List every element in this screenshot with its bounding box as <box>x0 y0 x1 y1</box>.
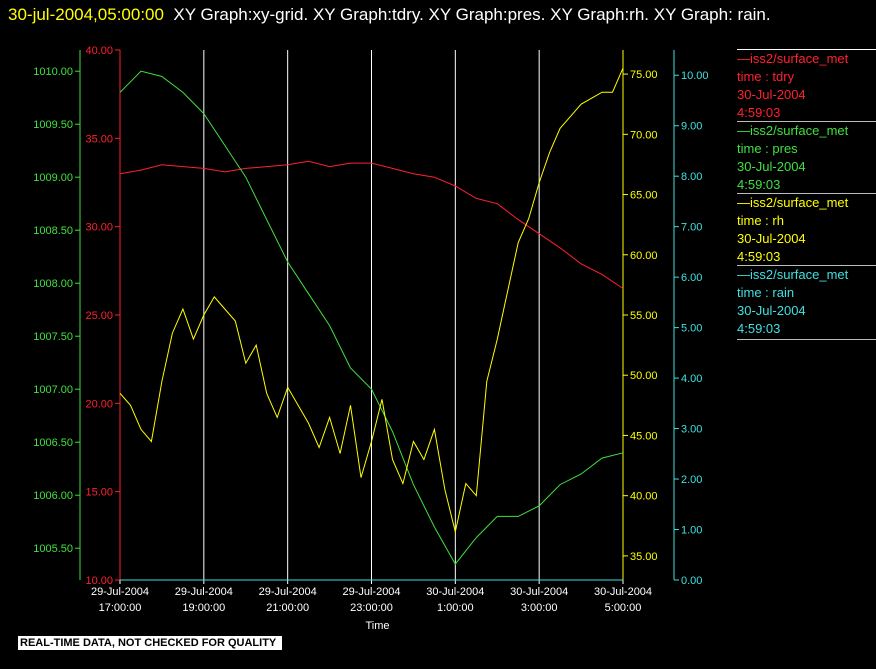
x-axis-title: Time <box>365 620 389 632</box>
legend-date: 30-Jul-2004 <box>737 159 806 174</box>
rain-tick-label: 5.00 <box>681 323 702 335</box>
quality-note: REAL-TIME DATA, NOT CHECKED FOR QUALITY <box>18 636 283 650</box>
rain-tick-label: 0.00 <box>681 575 702 587</box>
tdry-tick-label: 25.00 <box>85 310 113 322</box>
x-tick-label-time: 23:00:00 <box>350 602 393 614</box>
tdry-tick-label: 40.00 <box>85 45 113 57</box>
rh-tick-label: 45.00 <box>630 430 658 442</box>
series-pres-line <box>119 70 624 565</box>
x-tick-label-time: 3:00:00 <box>521 602 558 614</box>
legend-divider <box>737 339 876 340</box>
legend-label: time : pres <box>737 141 798 156</box>
rh-tick-label: 60.00 <box>630 250 658 262</box>
pres-tick-label: 1006.50 <box>33 437 73 449</box>
legend-divider <box>737 49 876 50</box>
legend-date: 30-Jul-2004 <box>737 87 806 102</box>
tdry-tick-label: 10.00 <box>85 575 113 587</box>
tdry-tick-label: 30.00 <box>85 222 113 234</box>
rain-tick-label: 9.00 <box>681 121 702 133</box>
tdry-tick-label: 35.00 <box>85 133 113 145</box>
legend-divider <box>737 121 876 122</box>
rain-tick-label: 7.00 <box>681 222 702 234</box>
header-graph-titles: XY Graph:xy-grid. XY Graph:tdry. XY Grap… <box>173 5 771 24</box>
rain-tick-label: 8.00 <box>681 171 702 183</box>
pres-tick-label: 1007.50 <box>33 331 73 343</box>
pres-tick-label: 1009.00 <box>33 172 73 184</box>
series-tdry-line <box>119 160 624 289</box>
x-tick-label-date: 29-Jul-2004 <box>259 586 317 598</box>
legend-date: 30-Jul-2004 <box>737 231 806 246</box>
tdry-tick-label: 20.00 <box>85 398 113 410</box>
rh-tick-label: 50.00 <box>630 370 658 382</box>
rain-tick-label: 10.00 <box>681 70 709 82</box>
legend-label: time : rh <box>737 213 784 228</box>
rain-tick-label: 4.00 <box>681 373 702 385</box>
x-tick-label-date: 29-Jul-2004 <box>342 586 400 598</box>
legend-source: —iss2/surface_met <box>737 195 849 210</box>
legend-time: 4:59:03 <box>737 177 781 192</box>
legend-source: —iss2/surface_met <box>737 51 849 66</box>
pres-tick-label: 1009.50 <box>33 119 73 131</box>
x-tick-label-date: 29-Jul-2004 <box>91 586 149 598</box>
pres-tick-label: 1008.00 <box>33 278 73 290</box>
pres-tick-label: 1005.50 <box>33 543 73 555</box>
pres-tick-label: 1010.00 <box>33 66 73 78</box>
header-timestamp: 30-jul-2004,05:00:00 <box>8 5 164 24</box>
legend-source: —iss2/surface_met <box>737 123 849 138</box>
rh-tick-label: 65.00 <box>630 190 658 202</box>
x-tick-label-time: 19:00:00 <box>182 602 225 614</box>
series-rh-line <box>119 67 624 532</box>
x-tick-label-date: 30-Jul-2004 <box>594 586 652 598</box>
pres-tick-label: 1006.00 <box>33 490 73 502</box>
chart-header: 30-jul-2004,05:00:00 XY Graph:xy-grid. X… <box>8 2 858 28</box>
legend-date: 30-Jul-2004 <box>737 303 806 318</box>
rain-tick-label: 1.00 <box>681 525 702 537</box>
rh-tick-label: 35.00 <box>630 551 658 563</box>
legend-label: time : rain <box>737 285 795 300</box>
rh-tick-label: 75.00 <box>630 69 658 81</box>
x-tick-label-time: 1:00:00 <box>437 602 474 614</box>
pres-tick-label: 1007.00 <box>33 384 73 396</box>
pres-tick-label: 1008.50 <box>33 225 73 237</box>
x-tick-label-time: 21:00:00 <box>266 602 309 614</box>
x-tick-label-time: 5:00:00 <box>605 602 642 614</box>
rain-tick-label: 3.00 <box>681 424 702 436</box>
legend-time: 4:59:03 <box>737 321 781 336</box>
legend-divider <box>737 193 876 194</box>
rh-tick-label: 40.00 <box>630 491 658 503</box>
rain-tick-label: 2.00 <box>681 474 702 486</box>
x-tick-label-date: 30-Jul-2004 <box>426 586 484 598</box>
x-tick-label-date: 29-Jul-2004 <box>175 586 233 598</box>
rain-tick-label: 6.00 <box>681 272 702 284</box>
x-tick-label-time: 17:00:00 <box>99 602 142 614</box>
legend-time: 4:59:03 <box>737 249 781 264</box>
tdry-tick-label: 15.00 <box>85 487 113 499</box>
rh-tick-label: 55.00 <box>630 310 658 322</box>
rh-tick-label: 70.00 <box>630 129 658 141</box>
legend-source: —iss2/surface_met <box>737 267 849 282</box>
x-tick-label-date: 30-Jul-2004 <box>510 586 568 598</box>
legend-time: 4:59:03 <box>737 105 781 120</box>
legend-divider <box>737 265 876 266</box>
legend-label: time : tdry <box>737 69 795 84</box>
